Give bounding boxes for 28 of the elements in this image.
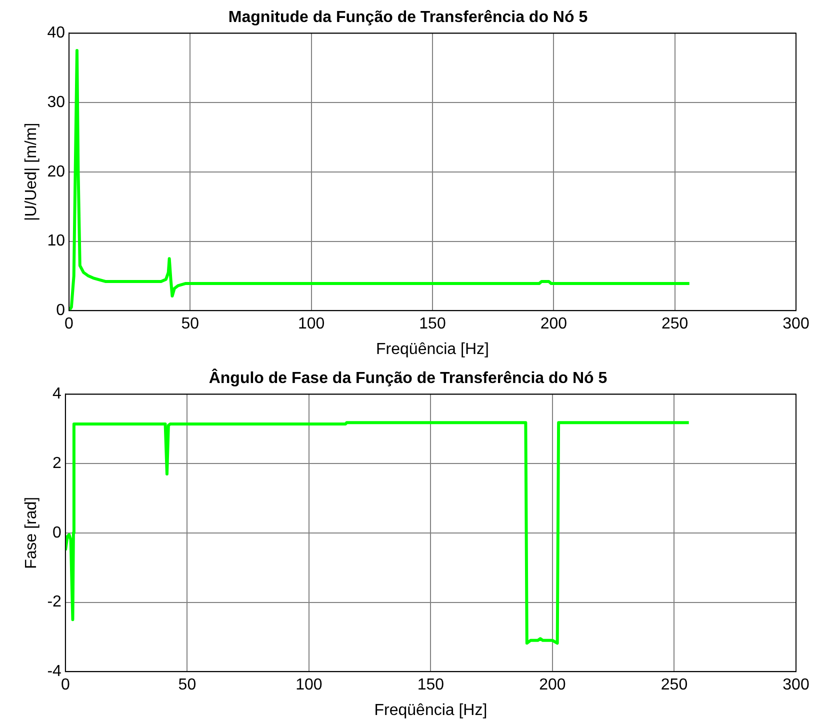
x-axis-title: Freqüência [Hz]: [376, 340, 489, 358]
y-tick-label: 30: [47, 94, 66, 111]
x-tick-label: 250: [661, 316, 688, 333]
x-tick-label: 250: [660, 676, 688, 694]
x-tick-label: 300: [782, 316, 810, 333]
chart-title: Ângulo de Fase da Função de Transferência do Nó 5: [208, 368, 608, 388]
y-axis-title: |U/Ued| [m/m]: [23, 122, 40, 221]
chart-title: Magnitude da Função de Transferência do Nó 5: [228, 9, 588, 26]
y-tick-label: 0: [56, 302, 66, 320]
x-tick-label: 100: [298, 316, 325, 333]
x-tick-label: 200: [539, 676, 566, 694]
x-tick-label: 100: [296, 676, 322, 694]
x-tick-label: 200: [540, 316, 568, 333]
y-tick-label: 10: [47, 232, 66, 250]
y-axis-title: Fase [rad]: [23, 496, 40, 569]
y-tick-label: 20: [47, 163, 66, 180]
y-tick-label: 2: [52, 454, 62, 472]
x-axis-title: Freqüência [Hz]: [374, 702, 488, 719]
y-tick-label: 0: [52, 524, 62, 542]
x-tick-label: 50: [181, 316, 200, 333]
y-tick-label: 40: [47, 24, 66, 42]
x-tick-label: 50: [178, 676, 196, 694]
x-tick-label: 300: [782, 676, 810, 694]
x-tick-label: 150: [419, 316, 446, 333]
y-tick-label: -2: [47, 594, 62, 611]
x-tick-label: 150: [417, 676, 444, 694]
y-tick-label: 4: [52, 386, 62, 403]
y-tick-label: -4: [47, 663, 62, 680]
